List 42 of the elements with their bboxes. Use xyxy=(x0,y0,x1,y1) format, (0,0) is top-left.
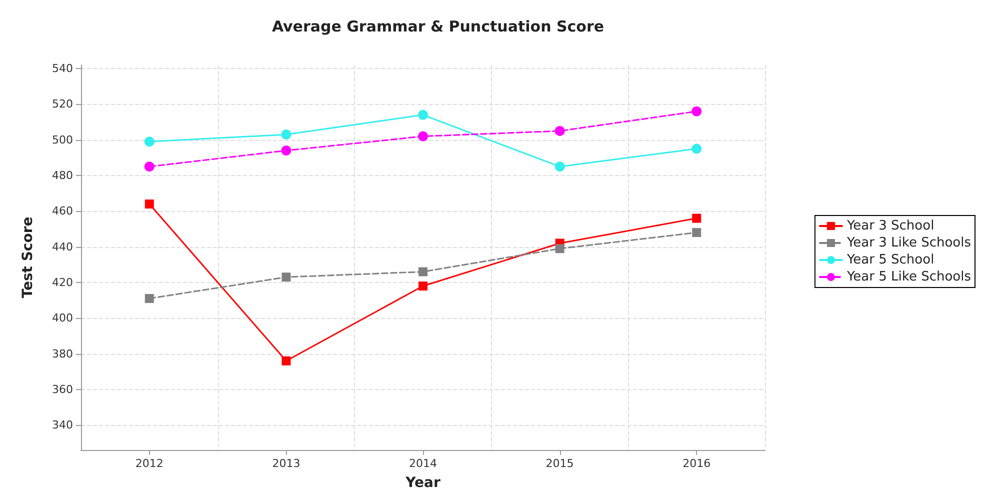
y-tick-label: 460 xyxy=(52,204,73,218)
y-tick-label: 360 xyxy=(52,382,73,396)
point xyxy=(144,136,154,147)
legend-label: Year 5 Like Schools xyxy=(846,270,972,284)
legend-label: Year 3 Like Schools xyxy=(846,236,972,250)
point xyxy=(692,214,702,223)
point xyxy=(281,146,292,156)
y-tick-label: 520 xyxy=(52,98,73,111)
point xyxy=(282,272,291,282)
y-tick-label: 500 xyxy=(52,133,73,146)
point xyxy=(554,126,565,136)
point xyxy=(282,356,291,366)
point xyxy=(418,131,428,142)
x-tick-label: 2013 xyxy=(272,457,300,470)
y-tick-label: 440 xyxy=(52,240,73,254)
point xyxy=(692,106,702,116)
point xyxy=(418,282,428,291)
x-tick-label: 2014 xyxy=(409,457,437,470)
point xyxy=(144,200,154,209)
point xyxy=(692,228,702,238)
x-tick-label: 2012 xyxy=(135,457,164,470)
point xyxy=(418,110,428,120)
x-tick-label: 2016 xyxy=(682,457,711,470)
x-tick-label: 2015 xyxy=(546,457,574,470)
legend-label: Year 5 School xyxy=(846,252,934,268)
point xyxy=(144,162,154,172)
y-tick-label: 420 xyxy=(52,276,73,289)
point xyxy=(555,244,564,254)
y-tick-label: 380 xyxy=(52,347,73,360)
chart-title: Average Grammar & Punctuation Score xyxy=(272,18,604,36)
point xyxy=(281,130,292,140)
point xyxy=(144,294,154,303)
point xyxy=(692,144,702,154)
y-axis-title: Test Score xyxy=(20,216,36,298)
point xyxy=(418,267,428,276)
y-tick-label: 340 xyxy=(52,418,73,432)
legend-label: Year 3 School xyxy=(846,218,934,234)
y-tick-label: 400 xyxy=(52,312,73,325)
point xyxy=(554,162,565,172)
y-tick-label: 480 xyxy=(52,169,73,182)
x-axis-title: Year xyxy=(404,475,440,491)
y-tick-label: 540 xyxy=(52,62,73,76)
